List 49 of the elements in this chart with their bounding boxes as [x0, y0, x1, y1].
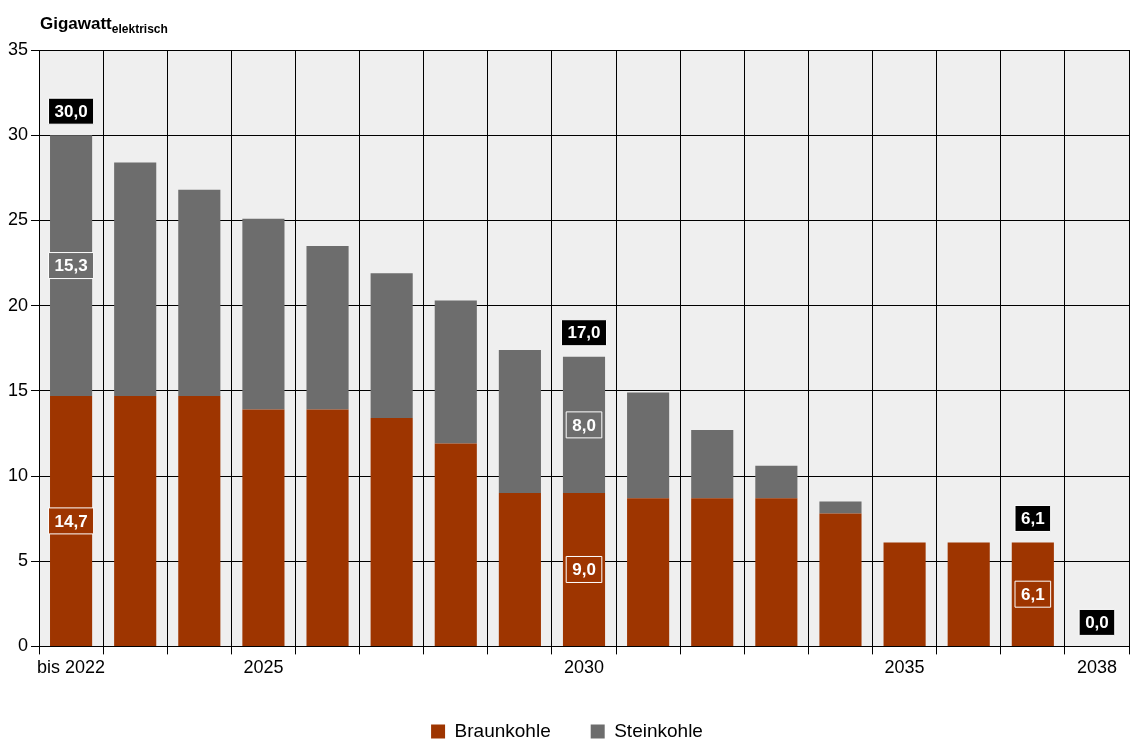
bar: [819, 501, 862, 514]
bar: [755, 465, 798, 499]
y-tick-label: 10: [7, 464, 29, 485]
total-label: 6,1: [1021, 509, 1045, 529]
bar: [242, 409, 285, 646]
bar: [434, 300, 477, 444]
data-label: 6,1: [1021, 584, 1045, 604]
bar: [691, 429, 734, 499]
x-tick-label: 2030: [563, 657, 605, 678]
x-tick-label: 2038: [1076, 657, 1117, 678]
x-tick-label: 2035: [884, 657, 925, 678]
bar: [306, 245, 349, 410]
bar: [306, 409, 349, 646]
bar: [755, 498, 798, 646]
bar: [819, 513, 862, 646]
bar: [691, 498, 734, 646]
legend-label: Braunkohle: [454, 719, 551, 741]
y-tick-label: 0: [18, 635, 29, 656]
bar: [370, 418, 413, 646]
total-label: 17,0: [567, 323, 601, 343]
y-tick-label: 25: [7, 209, 29, 230]
y-tick-label: 15: [7, 379, 29, 400]
y-axis-title: Gigawatt$_{elektrisch}$: [40, 14, 168, 37]
total-label: 30,0: [54, 101, 88, 121]
bar: [947, 542, 990, 646]
data-label: 14,7: [54, 511, 88, 531]
bar: [178, 189, 221, 396]
data-label: 15,3: [54, 256, 88, 276]
bar: [242, 218, 285, 410]
bar: [370, 273, 413, 419]
bar: [114, 162, 157, 396]
bar: [883, 542, 926, 646]
legend-label: Steinkohle: [614, 719, 703, 741]
bar: [627, 392, 670, 499]
total-label: 0,0: [1085, 613, 1109, 633]
y-tick-label: 35: [7, 38, 29, 59]
bar: [498, 493, 541, 646]
y-tick-label: 20: [7, 294, 29, 315]
bar: [178, 395, 221, 646]
y-tick-label: 30: [7, 124, 29, 145]
bar: [498, 349, 541, 494]
x-tick-label: bis 2022: [37, 657, 106, 678]
y-tick-label: 5: [18, 550, 29, 571]
x-tick-label: 2025: [243, 657, 284, 678]
data-label: 9,0: [572, 560, 596, 580]
bar: [434, 443, 477, 646]
data-label: 8,0: [572, 415, 596, 435]
bar: [627, 498, 670, 646]
bar: [114, 395, 157, 646]
